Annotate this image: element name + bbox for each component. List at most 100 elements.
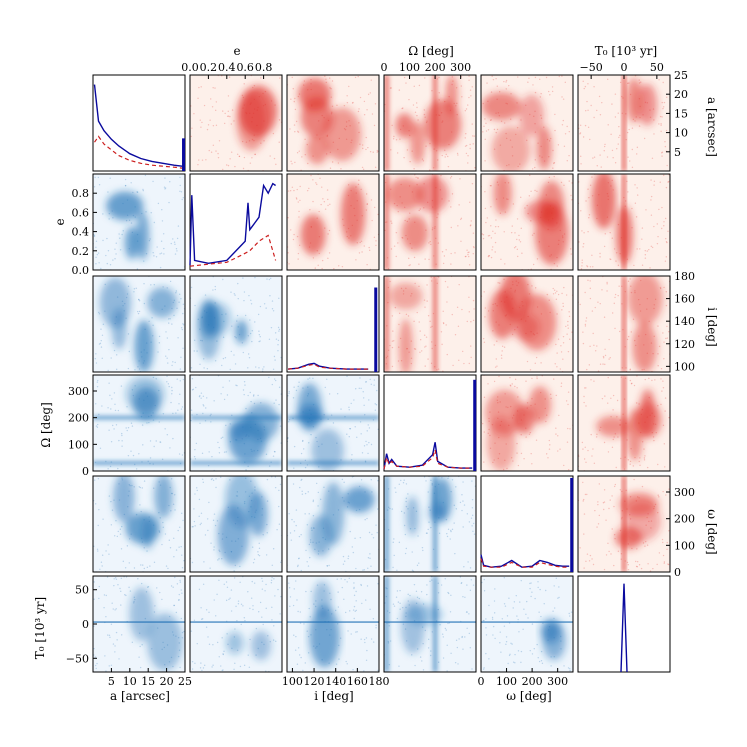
xlabel-e: e — [233, 44, 240, 58]
panel-2-3 — [383, 275, 477, 373]
histogram-Omega-spike — [473, 379, 477, 471]
panel-frame-4-0 — [92, 475, 186, 573]
histogram-e — [189, 182, 277, 267]
xlabel-a: a [arcsec] — [110, 689, 170, 703]
histogram-e-dashed — [189, 234, 277, 267]
panel-5-3 — [383, 575, 477, 673]
histogram-T0-peak — [620, 583, 628, 673]
panel-3-2 — [286, 374, 380, 472]
panel-3-1 — [189, 374, 283, 472]
panel-5-0 — [92, 575, 186, 673]
histogram-a-dashed — [94, 135, 183, 169]
ytick-Omega-0: 0 — [82, 465, 89, 478]
xtick-omega-2: 200 — [522, 675, 543, 688]
xtick-a-3: 20 — [160, 675, 174, 688]
panel-frame-5-1 — [189, 575, 283, 673]
panel-0-4 — [480, 74, 574, 172]
panel-frame-2-3 — [383, 275, 477, 373]
histogram-Omega-dashed — [383, 447, 473, 470]
panel-2-0 — [92, 275, 186, 373]
panel-3-0 — [92, 374, 186, 472]
ytick-e-3: 0.6 — [72, 206, 90, 219]
ytick-e-4: 0.8 — [72, 187, 90, 200]
ylabel-e: e — [53, 218, 67, 225]
ytick-Omega-2: 200 — [68, 412, 89, 425]
xtick-omega-1: 100 — [496, 675, 517, 688]
xtick-Omega-0: 0 — [381, 61, 388, 74]
ylabel-Omega: Ω [deg] — [39, 402, 53, 448]
panel-5-2 — [286, 575, 380, 673]
panel-5-4 — [480, 575, 574, 673]
ytick-omega-2: 200 — [674, 513, 695, 526]
panel-4-2 — [286, 475, 380, 573]
panel-frame-1-1 — [189, 173, 283, 271]
panel-frame-2-0 — [92, 275, 186, 373]
ytick-e-0: 0.0 — [72, 264, 90, 277]
xtick-a-4: 25 — [178, 675, 192, 688]
histogram-omega-dashed — [480, 558, 570, 568]
panel-3-3 — [383, 374, 477, 472]
ytick-a-4: 25 — [674, 69, 688, 82]
ytick-a-2: 15 — [674, 107, 688, 120]
panel-0-0 — [92, 74, 186, 172]
xtick-e-3: 0.6 — [236, 61, 254, 74]
xtick-a-0: 5 — [108, 675, 115, 688]
ytick-a-1: 10 — [674, 127, 688, 140]
panel-2-5 — [577, 275, 671, 373]
panel-5-1 — [189, 575, 283, 673]
panel-frame-2-5 — [577, 275, 671, 373]
ytick-omega-0: 0 — [674, 566, 681, 579]
panel-frame-1-4 — [480, 173, 574, 271]
ytick-T0-2: 50 — [75, 584, 89, 597]
histogram-a-spike — [182, 138, 186, 171]
panel-1-2 — [286, 173, 380, 271]
panel-frame-2-2 — [286, 275, 380, 373]
panel-frame-2-1 — [189, 275, 283, 373]
panel-0-5 — [577, 74, 671, 172]
xtick-T0-1: 0 — [621, 61, 628, 74]
panel-frame-3-5 — [577, 374, 671, 472]
xtick-e-1: 0.2 — [200, 61, 218, 74]
panel-frame-2-4 — [480, 275, 574, 373]
xtick-i-4: 180 — [369, 675, 390, 688]
ytick-T0-0: −50 — [66, 652, 89, 665]
ytick-i-0: 100 — [674, 360, 695, 373]
xlabel-Omega: Ω [deg] — [408, 44, 454, 58]
xtick-Omega-2: 200 — [425, 61, 446, 74]
xtick-omega-3: 300 — [547, 675, 568, 688]
panel-frame-3-2 — [286, 374, 380, 472]
panel-0-2 — [286, 74, 380, 172]
ytick-i-3: 160 — [674, 293, 695, 306]
ytick-Omega-3: 300 — [68, 385, 89, 398]
panel-frame-0-1 — [189, 74, 283, 172]
xtick-i-0: 100 — [282, 675, 303, 688]
panel-4-1 — [189, 475, 283, 573]
ytick-i-4: 180 — [674, 270, 695, 283]
panel-2-1 — [189, 275, 283, 373]
xtick-i-2: 140 — [325, 675, 346, 688]
panel-1-4 — [480, 173, 574, 271]
xtick-i-3: 160 — [347, 675, 368, 688]
histogram-T0 — [620, 583, 628, 673]
panel-frame-5-5 — [577, 575, 671, 673]
panel-4-4 — [480, 475, 574, 573]
ytick-omega-1: 100 — [674, 539, 695, 552]
ylabel-a: a [arcsec] — [705, 97, 719, 157]
histogram-a — [93, 84, 186, 171]
panel-frame-4-3 — [383, 475, 477, 573]
panel-4-0 — [92, 475, 186, 573]
histogram-e-solid — [189, 182, 276, 266]
xlabel-i: i [deg] — [314, 689, 353, 703]
histogram-omega-spike — [570, 477, 574, 572]
xtick-i-1: 120 — [304, 675, 325, 688]
panel-4-5 — [577, 475, 671, 573]
histogram-omega — [480, 477, 574, 572]
panel-1-3 — [383, 173, 477, 271]
ytick-a-3: 20 — [674, 88, 688, 101]
panel-frame-4-5 — [577, 475, 671, 573]
panel-frame-0-3 — [383, 74, 477, 172]
histogram-Omega — [383, 379, 477, 471]
ytick-i-2: 140 — [674, 315, 695, 328]
panel-frame-4-2 — [286, 475, 380, 573]
panel-frame-5-4 — [480, 575, 574, 673]
